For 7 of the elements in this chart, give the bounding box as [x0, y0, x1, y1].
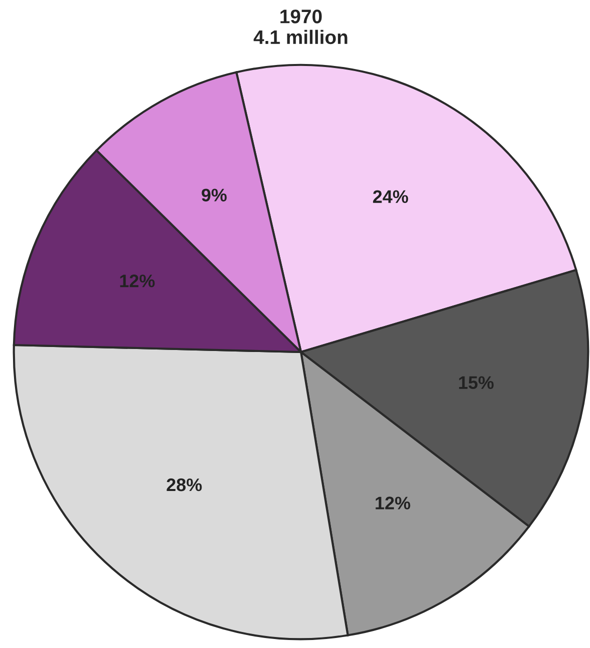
- chart-subtitle: 4.1 million: [254, 30, 348, 44]
- data-label: 9%: [202, 188, 227, 202]
- chart-title: 1970: [280, 10, 322, 24]
- data-label: 24%: [373, 190, 408, 203]
- data-label: 12%: [376, 496, 410, 510]
- data-label: 12%: [120, 274, 155, 288]
- data-label: 28%: [166, 478, 202, 492]
